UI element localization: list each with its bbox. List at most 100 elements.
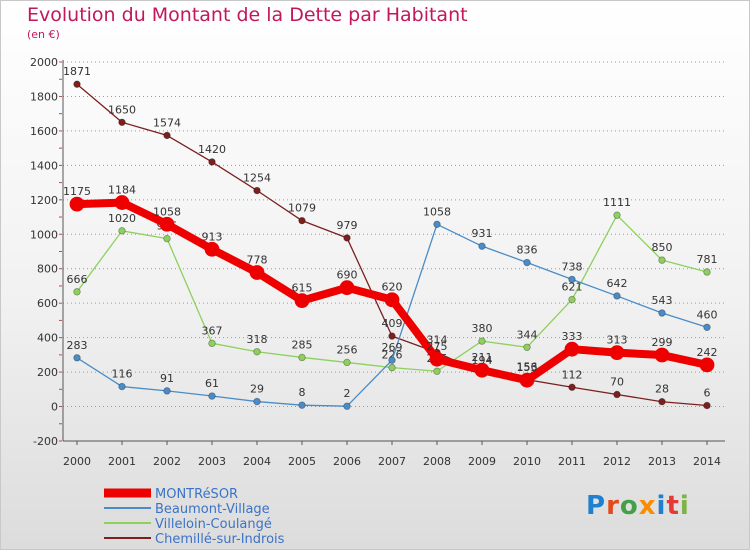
data-label: 318 [247,333,268,346]
data-label: 283 [67,339,88,352]
legend-label: Villeloin-Coulangé [155,517,272,532]
proxiti-logo: Proxiti [586,491,690,521]
data-point [163,131,171,140]
data-point [433,367,441,375]
data-point [523,258,531,267]
data-point [613,390,621,399]
data-point [298,401,306,409]
x-tick-label: 2004 [243,455,271,468]
data-label: 285 [292,338,313,351]
x-tick-label: 2009 [468,455,496,468]
data-point [388,356,396,364]
data-label: 850 [652,241,673,254]
legend-label: MONTRéSOR [155,487,238,502]
data-label: 615 [292,282,313,295]
data-label: 194 [472,354,493,367]
data-label: 1111 [603,196,631,209]
data-point [658,398,666,406]
y-tick-label: 1000 [30,228,58,241]
data-label: 344 [517,328,538,341]
data-label: 91 [160,372,174,385]
data-point [658,256,666,264]
data-label: 299 [652,336,673,349]
data-point [609,345,625,361]
data-point [343,358,351,367]
data-label: 1650 [108,103,136,116]
data-label: 409 [382,317,403,330]
data-label: 1184 [108,184,136,197]
data-label: 1574 [153,116,181,129]
data-label: 1254 [243,172,271,185]
data-label: 1420 [198,143,226,156]
chart-title: Evolution du Montant de la Dette par Hab… [27,4,468,26]
data-point [253,348,261,356]
data-point [298,216,306,225]
data-point [208,339,216,348]
y-tick-label: 600 [37,297,58,310]
y-tick-label: 1400 [30,159,58,172]
data-point [564,341,580,357]
data-point [69,196,85,212]
x-tick-label: 2005 [288,455,316,468]
data-label: 275 [427,340,448,353]
data-point [163,387,171,395]
data-label: 1020 [108,212,136,225]
legend-label: Beaumont-Village [155,502,270,517]
data-point [204,241,220,257]
data-label: 6 [704,387,711,400]
x-tick-label: 2008 [423,455,451,468]
data-label: 367 [202,324,223,337]
x-tick-label: 2013 [648,455,676,468]
data-label: 313 [607,334,628,347]
data-label: 1058 [423,205,451,218]
data-label: 29 [250,383,264,396]
data-point [294,293,310,308]
data-point [73,354,81,362]
chart-subtitle: (en €) [27,28,60,41]
data-point [384,292,400,308]
data-point [163,234,171,243]
data-label: 1175 [63,185,91,198]
data-point [703,268,711,276]
data-label: 8 [299,386,306,399]
data-point [253,397,261,406]
data-point [613,292,621,300]
data-label: 543 [652,294,673,307]
y-tick-label: 800 [37,263,58,276]
data-label: 333 [562,330,583,343]
data-label: 2 [344,387,351,400]
data-point [654,347,670,363]
data-label: 28 [655,383,669,396]
data-label: 460 [697,308,718,321]
x-tick-label: 2012 [603,455,631,468]
data-point [208,392,216,400]
data-point [568,295,576,304]
x-tick-label: 2010 [513,455,541,468]
data-point [658,309,666,317]
data-label: 226 [382,349,403,362]
data-label: 690 [337,269,358,282]
data-point [118,382,126,391]
x-tick-label: 2003 [198,455,226,468]
data-point [388,363,396,372]
data-point [429,351,445,367]
data-label: 1871 [63,65,91,78]
x-tick-label: 2011 [558,455,586,468]
data-point [433,220,441,228]
data-point [699,357,715,373]
data-point [73,80,81,88]
data-point [474,362,490,378]
data-label: 256 [337,343,358,356]
x-tick-label: 2000 [63,455,91,468]
data-point [568,383,576,391]
data-label: 380 [472,322,493,335]
data-label: 913 [202,230,223,243]
data-label: 242 [697,346,718,359]
data-point [253,186,261,195]
data-point [519,372,535,388]
data-point [523,343,531,351]
y-tick-label: 400 [37,332,58,345]
y-tick-label: 1600 [30,125,58,138]
data-label: 1058 [153,205,181,218]
